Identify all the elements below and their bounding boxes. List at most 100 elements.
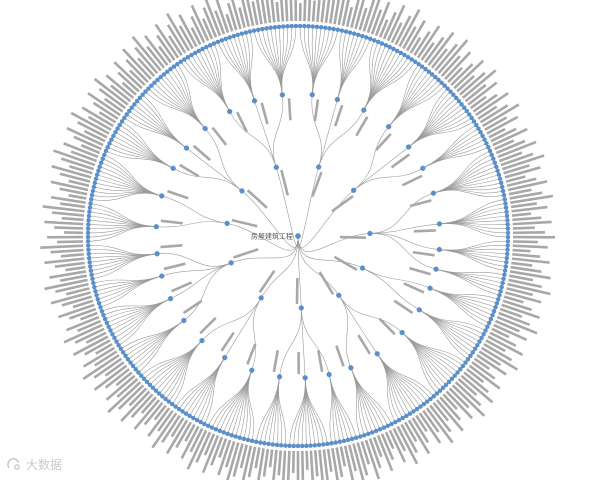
branch-node[interactable] [416, 307, 422, 313]
leaf-node[interactable] [108, 328, 113, 333]
leaf-node[interactable] [233, 434, 238, 439]
leaf-node[interactable] [478, 129, 483, 135]
leaf-node[interactable] [295, 443, 301, 449]
leaf-node[interactable] [209, 425, 215, 430]
leaf-node[interactable] [253, 439, 259, 445]
branch-node[interactable] [436, 246, 443, 253]
leaf-node[interactable] [402, 52, 407, 58]
branch-node[interactable] [430, 190, 437, 196]
leaf-node[interactable] [156, 391, 162, 396]
leaf-node[interactable] [502, 272, 507, 278]
branch-node[interactable] [420, 165, 426, 171]
leaf-node[interactable] [495, 168, 500, 173]
leaf-node[interactable] [93, 176, 99, 182]
leaf-node[interactable] [169, 401, 175, 407]
leaf-node[interactable] [173, 404, 178, 409]
leaf-node[interactable] [171, 64, 177, 69]
leaf-node[interactable] [356, 32, 361, 38]
leaf-node[interactable] [229, 433, 234, 438]
leaf-node[interactable] [176, 406, 182, 412]
leaf-node[interactable] [446, 379, 452, 385]
leaf-node[interactable] [409, 57, 414, 62]
leaf-node[interactable] [86, 222, 91, 227]
leaf-node[interactable] [115, 126, 120, 131]
branch-node[interactable] [170, 165, 176, 171]
leaf-node[interactable] [400, 415, 405, 421]
leaf-node[interactable] [94, 293, 99, 298]
branch-node[interactable] [273, 164, 279, 170]
leaf-node[interactable] [428, 396, 433, 402]
leaf-node[interactable] [480, 133, 485, 139]
leaf-node[interactable] [249, 438, 255, 444]
leaf-node[interactable] [178, 59, 184, 65]
leaf-node[interactable] [86, 213, 92, 219]
leaf-node[interactable] [85, 226, 91, 231]
leaf-node[interactable] [287, 443, 292, 449]
leaf-node[interactable] [481, 331, 486, 337]
leaf-node[interactable] [155, 77, 160, 83]
leaf-node[interactable] [504, 213, 510, 219]
leaf-node[interactable] [459, 102, 464, 107]
leaf-node[interactable] [105, 144, 110, 150]
leaf-node[interactable] [86, 247, 91, 252]
leaf-node[interactable] [493, 305, 498, 310]
leaf-node[interactable] [98, 160, 104, 165]
leaf-node[interactable] [440, 385, 446, 391]
leaf-node[interactable] [469, 115, 474, 121]
leaf-node[interactable] [102, 152, 107, 158]
leaf-node[interactable] [381, 425, 387, 430]
leaf-node[interactable] [118, 346, 124, 352]
branch-node[interactable] [309, 92, 315, 98]
leaf-node[interactable] [285, 24, 290, 29]
leaf-node[interactable] [88, 197, 94, 202]
branch-node[interactable] [239, 188, 245, 194]
leaf-node[interactable] [418, 404, 423, 409]
leaf-node[interactable] [160, 394, 165, 399]
leaf-node[interactable] [182, 57, 187, 62]
leaf-node[interactable] [107, 141, 112, 146]
leaf-node[interactable] [504, 260, 509, 265]
leaf-node[interactable] [227, 35, 232, 40]
leaf-node[interactable] [351, 31, 357, 36]
branch-node[interactable] [224, 220, 230, 227]
leaf-node[interactable] [323, 25, 328, 31]
leaf-node[interactable] [87, 260, 92, 265]
leaf-node[interactable] [477, 339, 482, 344]
leaf-node[interactable] [299, 443, 305, 449]
leaf-node[interactable] [458, 367, 463, 372]
leaf-node[interactable] [385, 423, 391, 429]
leaf-node[interactable] [466, 112, 472, 117]
branch-node[interactable] [276, 374, 283, 380]
branch-node[interactable] [227, 108, 233, 115]
leaf-node[interactable] [337, 439, 343, 445]
leaf-node[interactable] [347, 30, 353, 35]
leaf-node[interactable] [126, 108, 132, 114]
leaf-node[interactable] [492, 160, 498, 165]
leaf-node[interactable] [471, 119, 477, 124]
leaf-node[interactable] [125, 357, 131, 362]
leaf-node[interactable] [501, 276, 506, 282]
leaf-node[interactable] [85, 243, 91, 248]
leaf-node[interactable] [281, 24, 286, 29]
leaf-node[interactable] [489, 152, 494, 158]
leaf-node[interactable] [168, 66, 173, 72]
leaf-node[interactable] [87, 209, 92, 215]
branch-node[interactable] [433, 266, 439, 272]
branch-node[interactable] [405, 144, 412, 150]
leaf-node[interactable] [465, 357, 471, 362]
root-node[interactable] [295, 233, 301, 239]
leaf-node[interactable] [419, 64, 425, 69]
leaf-node[interactable] [424, 399, 430, 404]
leaf-node[interactable] [92, 180, 98, 186]
leaf-node[interactable] [498, 288, 503, 294]
leaf-node[interactable] [505, 230, 511, 236]
leaf-node[interactable] [464, 108, 470, 114]
leaf-node[interactable] [393, 419, 398, 425]
leaf-node[interactable] [505, 217, 510, 223]
leaf-node[interactable] [341, 438, 347, 444]
leaf-node[interactable] [500, 280, 505, 286]
leaf-node[interactable] [500, 188, 506, 194]
leaf-node[interactable] [434, 391, 440, 396]
leaf-node[interactable] [387, 44, 392, 50]
leaf-node[interactable] [493, 164, 499, 169]
